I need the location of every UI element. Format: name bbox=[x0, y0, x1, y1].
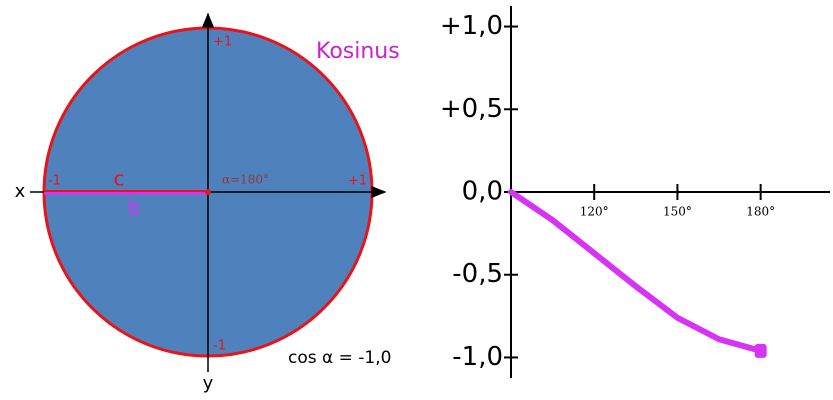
angle-label: α=180° bbox=[222, 173, 269, 187]
chart: +1,0 +0,5 0,0 -0,5 -1,0 120° 150° 180° bbox=[440, 6, 830, 378]
y-tick-label: +1,0 bbox=[440, 11, 503, 41]
y-tick-label: -0,5 bbox=[452, 259, 503, 289]
curve bbox=[508, 189, 764, 354]
bottom-label: -1 bbox=[213, 339, 226, 354]
x-tick-label: 150° bbox=[663, 205, 692, 219]
x-tick-label: 180° bbox=[746, 205, 775, 219]
kosinus-title: Kosinus bbox=[316, 39, 400, 64]
center-point bbox=[205, 189, 211, 195]
top-label: +1 bbox=[213, 35, 232, 50]
b-label: b bbox=[128, 196, 141, 220]
x-tick-label: 120° bbox=[580, 205, 609, 219]
c-label: c bbox=[114, 167, 125, 191]
y-tick-label: +0,5 bbox=[440, 94, 503, 124]
result-label: cos α = -1,0 bbox=[288, 348, 391, 368]
end-marker bbox=[754, 343, 767, 358]
y-tick-label: 0,0 bbox=[462, 177, 503, 207]
y-label: y bbox=[203, 373, 214, 394]
y-tick-label: -1,0 bbox=[452, 342, 503, 372]
left-label: -1 bbox=[48, 174, 61, 189]
right-label: +1 bbox=[348, 174, 367, 189]
x-label: x bbox=[15, 181, 26, 202]
